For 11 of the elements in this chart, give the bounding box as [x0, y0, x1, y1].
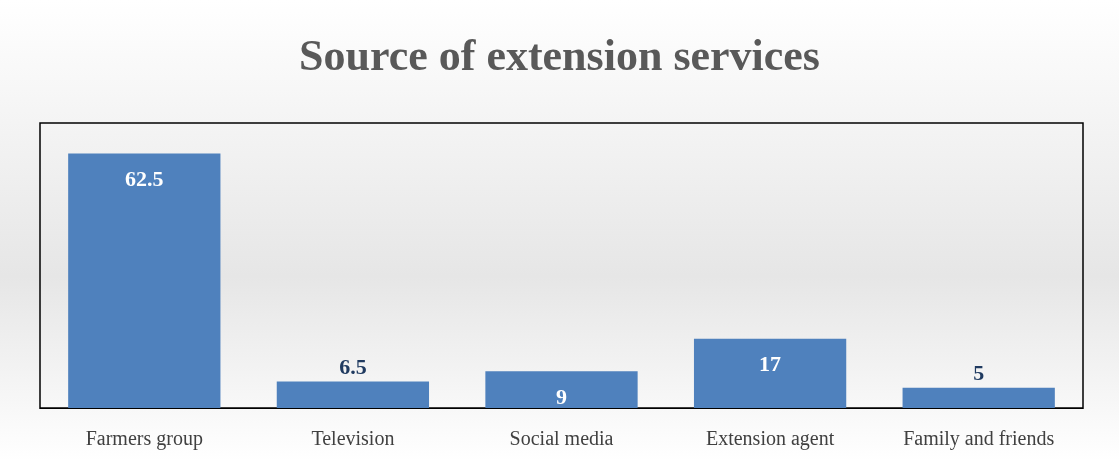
x-tick-label: Farmers group	[85, 427, 203, 450]
data-label: 9	[556, 383, 567, 409]
x-tick-label: Social media	[509, 427, 614, 449]
x-tick-label: Family and friends	[903, 427, 1055, 450]
data-label: 17	[759, 351, 782, 377]
data-label: 5	[973, 360, 985, 386]
data-label: 62.5	[125, 166, 164, 192]
x-tick-label: Television	[311, 427, 395, 449]
chart-title: Source of extension services	[299, 30, 820, 80]
x-tick-label: Extension agent	[705, 427, 835, 450]
data-label: 6.5	[339, 354, 367, 380]
